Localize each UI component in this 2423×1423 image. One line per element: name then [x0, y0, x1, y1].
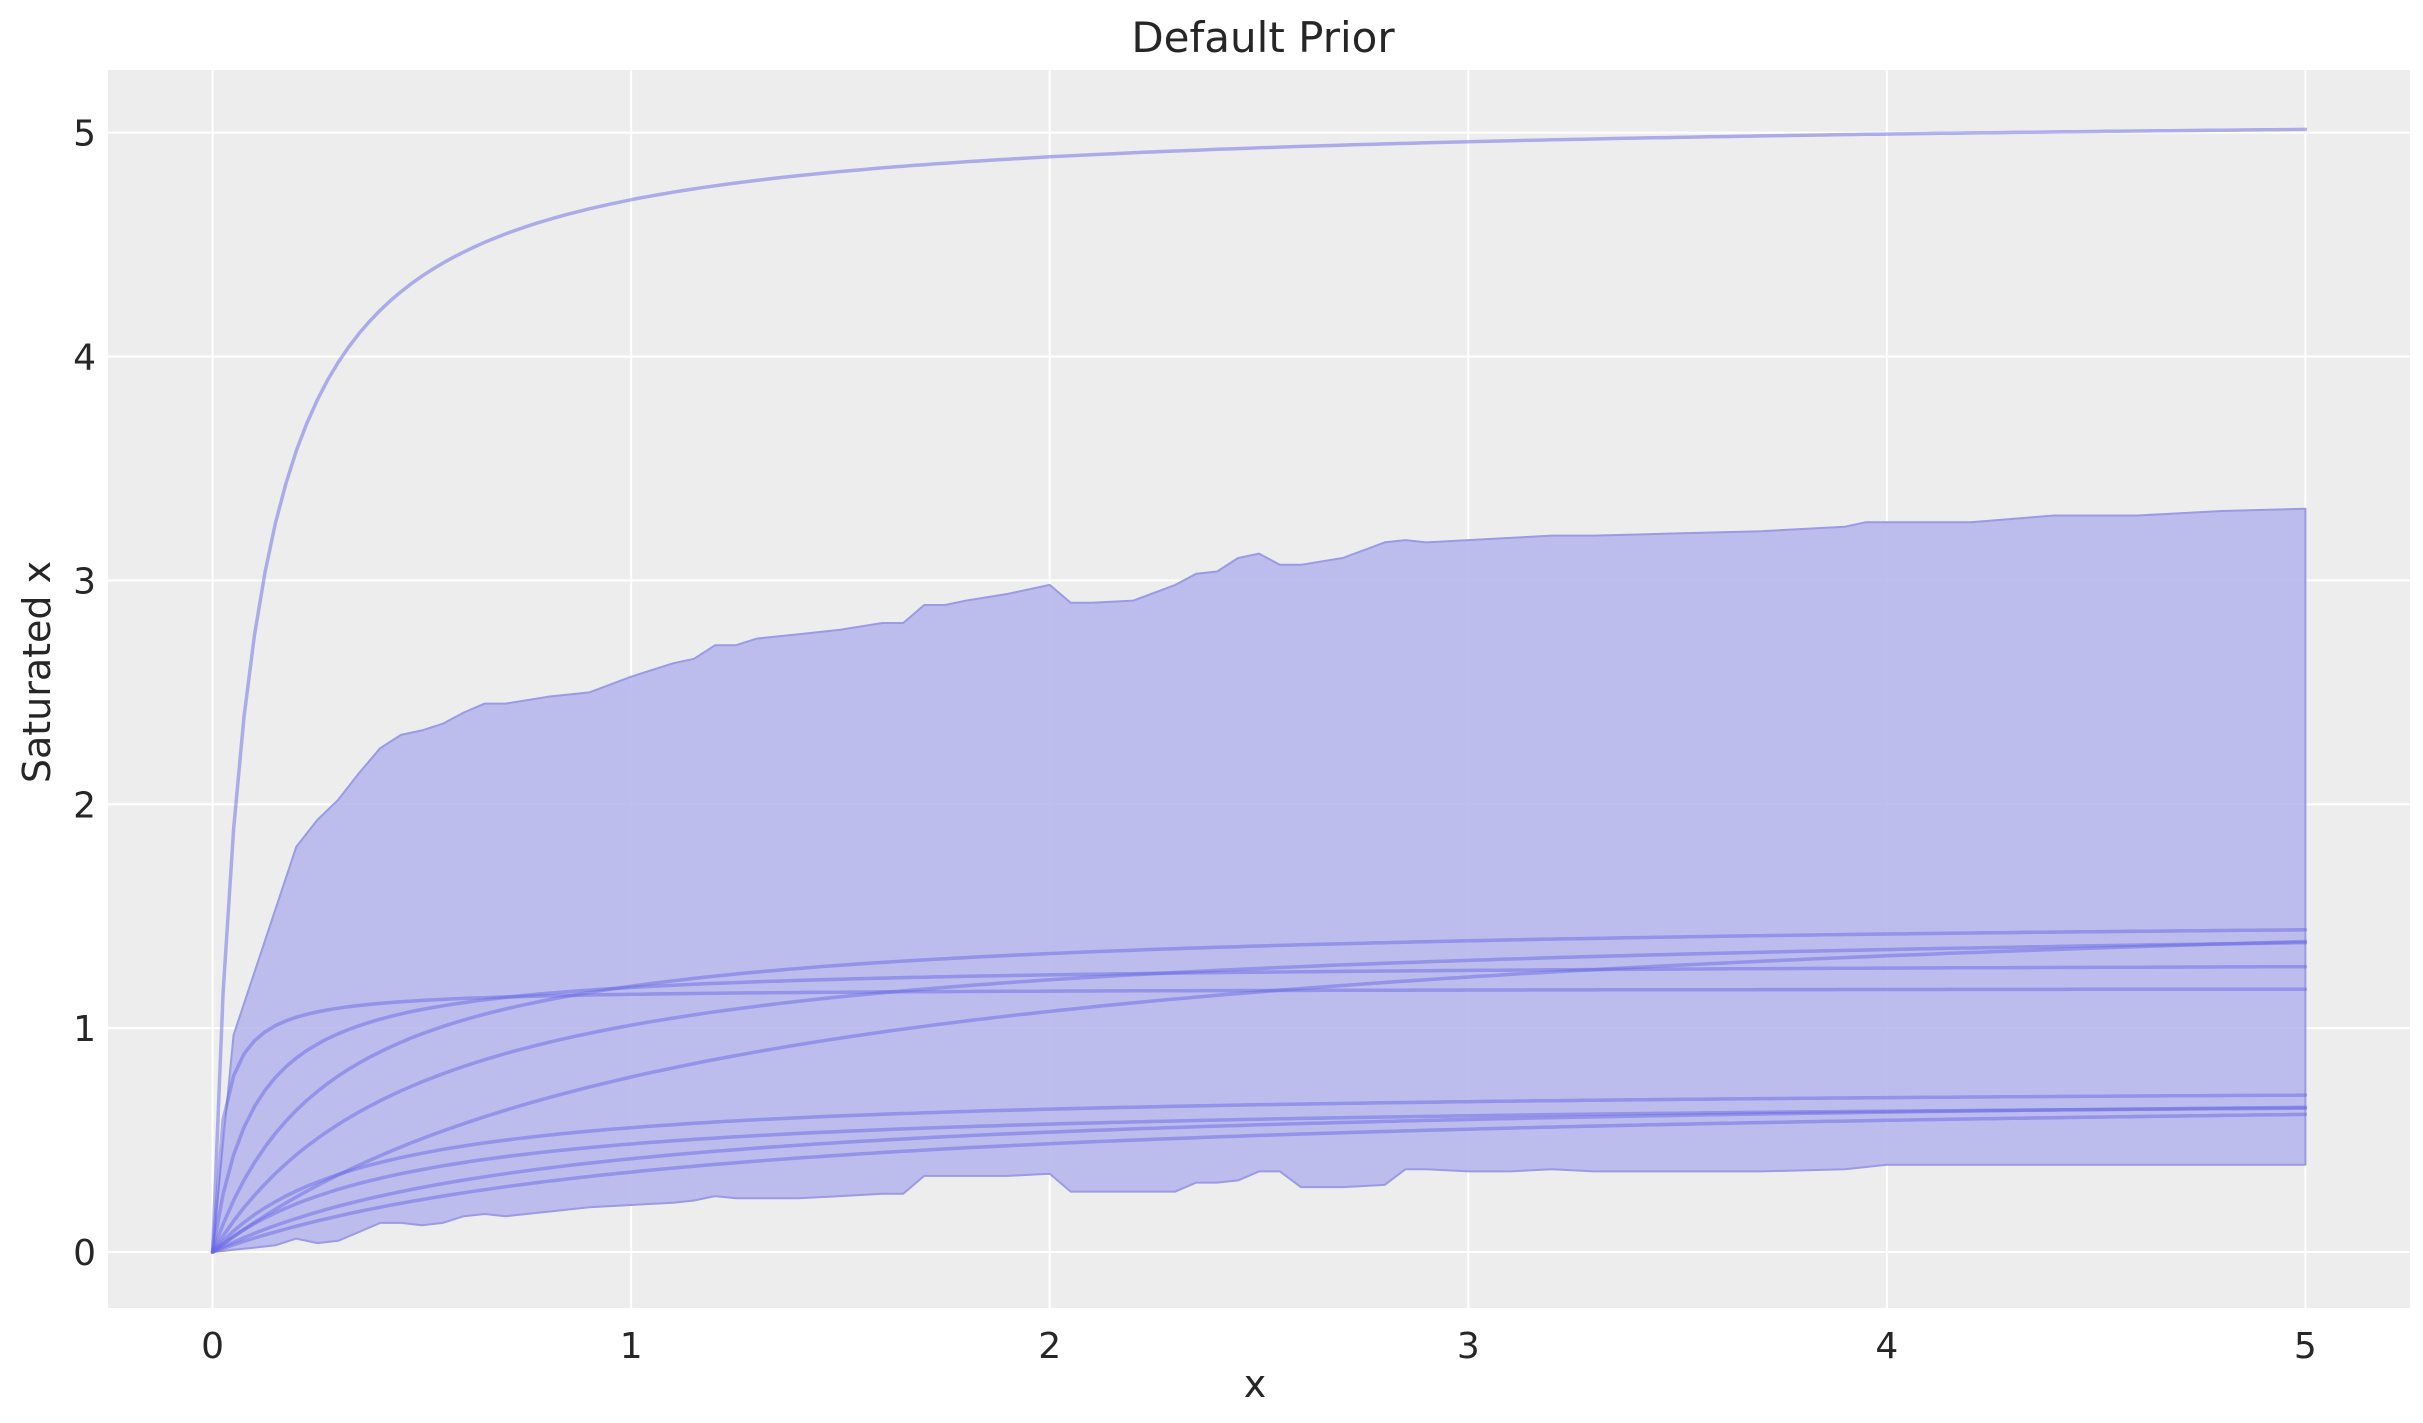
hdi-band-layer: [211, 507, 2307, 1253]
x-axis-label: x: [1244, 1362, 1267, 1406]
prior-curve-7: [210, 1093, 2308, 1254]
y-tick-label: 1: [73, 1009, 96, 1050]
y-tick-label: 2: [73, 785, 96, 826]
prior-curve-4: [210, 940, 2308, 1254]
y-tick-label: 5: [73, 114, 96, 155]
chart-title: Default Prior: [1131, 13, 1395, 62]
prior-curve-3: [210, 928, 2308, 1254]
x-tick-label: 1: [620, 1326, 643, 1367]
prior-curve-9: [210, 1105, 2308, 1254]
y-tick-label: 3: [73, 561, 96, 602]
x-tick-label: 0: [201, 1326, 224, 1367]
x-tick-label: 4: [1875, 1326, 1898, 1367]
y-axis-label: Saturated x: [15, 561, 59, 783]
prior-curve-5: [210, 939, 2308, 1254]
prior-curve-1: [210, 127, 2308, 1254]
prior-curve-6: [210, 964, 2308, 1254]
x-tick-label: 2: [1038, 1326, 1061, 1367]
y-tick-label: 4: [73, 338, 96, 379]
y-axis-ticks: 0 1 2 3 4 5: [73, 114, 96, 1274]
hdi-band: [211, 507, 2307, 1253]
prior-sample-lines: [210, 127, 2308, 1254]
y-tick-label: 0: [73, 1233, 96, 1274]
prior-curve-10: [210, 1112, 2308, 1254]
x-tick-label: 5: [2294, 1326, 2317, 1367]
x-axis-ticks: 0 1 2 3 4 5: [201, 1326, 2317, 1367]
x-tick-label: 3: [1457, 1326, 1480, 1367]
